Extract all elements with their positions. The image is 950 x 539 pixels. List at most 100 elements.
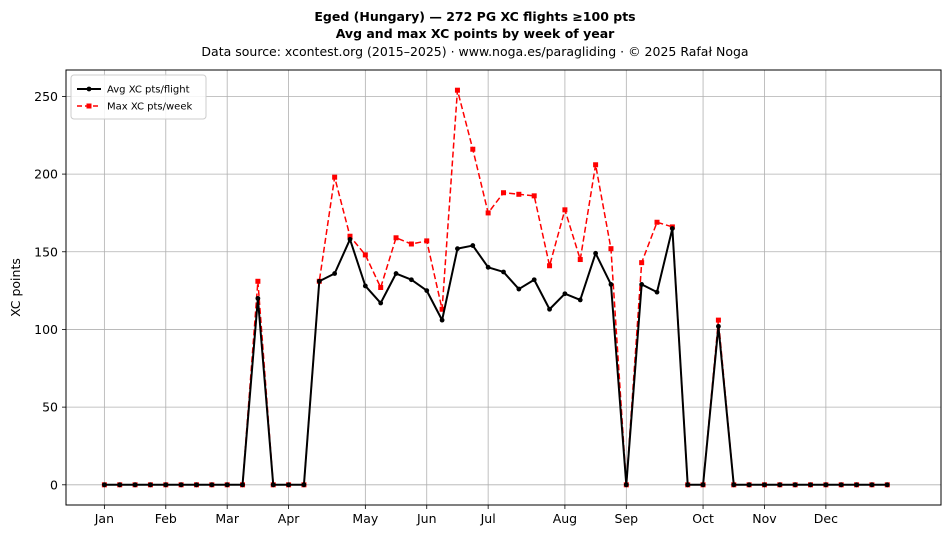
x-tick-label: Oct bbox=[692, 511, 714, 526]
data-point-avg bbox=[608, 281, 614, 287]
x-tick-label: Feb bbox=[155, 511, 177, 526]
data-point-avg bbox=[808, 482, 813, 488]
data-point-avg bbox=[393, 271, 399, 276]
data-point-avg bbox=[501, 269, 506, 275]
legend-label-0: Avg XC pts/flight bbox=[107, 85, 190, 96]
y-tick-label: 150 bbox=[34, 244, 58, 259]
data-point-avg bbox=[531, 277, 537, 283]
data-point-avg bbox=[792, 482, 798, 488]
data-point-max bbox=[408, 241, 414, 247]
data-point-avg bbox=[347, 236, 353, 242]
y-tick-label: 50 bbox=[42, 400, 58, 415]
x-tick-label: Sep bbox=[615, 511, 639, 526]
legend-box bbox=[70, 74, 207, 120]
data-point-avg bbox=[516, 286, 522, 292]
data-point-avg bbox=[562, 291, 568, 297]
x-tick-label: Jan bbox=[94, 511, 114, 526]
data-point-avg bbox=[716, 323, 721, 329]
data-point-avg bbox=[869, 482, 875, 488]
y-axis-ticks: 0 50 100 150 200 250 bbox=[34, 89, 66, 492]
x-tick-label: Nov bbox=[752, 511, 777, 526]
series-group bbox=[101, 87, 890, 488]
plot-frame bbox=[65, 69, 942, 506]
x-tick-label: Jun bbox=[416, 511, 437, 526]
legend-label-1: Max XC pts/week bbox=[107, 102, 192, 113]
data-point-max bbox=[439, 306, 445, 312]
series-line-1 bbox=[104, 89, 888, 486]
y-tick-label: 200 bbox=[34, 167, 58, 182]
data-point-max bbox=[608, 246, 614, 252]
x-tick-label: Jul bbox=[480, 511, 496, 526]
legend-marker-1 bbox=[86, 103, 92, 109]
data-point-avg bbox=[209, 482, 215, 488]
data-point-avg bbox=[255, 295, 261, 301]
data-point-avg bbox=[854, 482, 859, 488]
data-point-avg bbox=[194, 482, 199, 488]
data-point-max bbox=[715, 317, 721, 323]
data-point-max bbox=[639, 260, 645, 266]
data-point-max bbox=[654, 219, 660, 225]
data-point-avg bbox=[270, 482, 276, 488]
data-point-avg bbox=[332, 271, 338, 276]
y-tick-label: 250 bbox=[34, 89, 58, 104]
data-point-max bbox=[547, 263, 553, 269]
data-point-avg bbox=[669, 226, 675, 231]
data-point-avg bbox=[470, 243, 476, 248]
data-point-avg bbox=[439, 317, 445, 323]
data-point-avg bbox=[117, 482, 123, 488]
data-point-max bbox=[362, 252, 368, 258]
data-point-max bbox=[332, 174, 338, 180]
series-line-0 bbox=[104, 227, 888, 486]
data-point-max bbox=[516, 191, 522, 197]
x-tick-label: Mar bbox=[215, 511, 239, 526]
data-point-avg bbox=[101, 482, 107, 488]
y-axis-label: XC points bbox=[8, 258, 23, 317]
data-point-avg bbox=[224, 482, 230, 488]
data-point-avg bbox=[240, 482, 245, 488]
data-point-max bbox=[424, 238, 430, 244]
legend-marker-0 bbox=[86, 86, 92, 92]
data-point-avg bbox=[485, 264, 491, 270]
data-point-max bbox=[577, 257, 583, 263]
data-point-avg bbox=[746, 482, 752, 488]
x-axis-ticks: Jan Feb Mar Apr May Jun Jul Aug Sep Oct Nov Dec bbox=[94, 505, 838, 526]
data-point-avg bbox=[884, 482, 890, 488]
grid-lines bbox=[66, 70, 941, 505]
data-point-avg bbox=[163, 482, 169, 488]
data-point-avg bbox=[178, 482, 184, 488]
data-point-avg bbox=[362, 283, 368, 289]
x-tick-label: Aug bbox=[553, 511, 577, 526]
data-point-avg bbox=[132, 482, 138, 488]
data-point-avg bbox=[823, 482, 829, 488]
data-point-max bbox=[454, 87, 460, 93]
data-point-avg bbox=[623, 482, 629, 488]
data-point-max bbox=[501, 190, 506, 196]
data-point-avg bbox=[455, 246, 460, 252]
x-tick-label: Dec bbox=[814, 511, 838, 526]
data-point-max bbox=[531, 193, 537, 199]
data-point-max bbox=[255, 278, 261, 284]
data-point-max bbox=[393, 235, 399, 241]
data-point-avg bbox=[148, 482, 153, 488]
data-point-avg bbox=[408, 277, 414, 283]
x-tick-label: May bbox=[352, 511, 378, 526]
data-point-avg bbox=[777, 482, 783, 488]
legend: Avg XC pts/flight Max XC pts/week bbox=[70, 74, 207, 120]
data-point-avg bbox=[685, 482, 691, 488]
data-point-max bbox=[378, 285, 384, 290]
data-point-avg bbox=[577, 297, 583, 303]
data-point-avg bbox=[301, 482, 307, 488]
chart-title: Eged (Hungary) — 272 PG XC flights ≥100 … bbox=[314, 9, 636, 24]
data-point-max bbox=[470, 146, 476, 152]
data-point-max bbox=[485, 210, 491, 216]
y-tick-label: 100 bbox=[34, 322, 58, 337]
data-point-avg bbox=[838, 482, 844, 488]
x-tick-label: Apr bbox=[278, 511, 300, 526]
data-point-max bbox=[562, 207, 568, 213]
data-point-avg bbox=[762, 482, 767, 488]
data-point-avg bbox=[700, 482, 706, 488]
data-point-max bbox=[593, 162, 599, 168]
data-point-avg bbox=[547, 306, 552, 312]
data-point-max bbox=[347, 233, 353, 239]
